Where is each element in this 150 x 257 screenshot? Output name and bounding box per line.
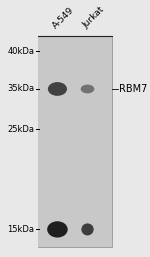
Bar <box>38 215 112 226</box>
Text: A-549: A-549 <box>51 5 76 30</box>
Bar <box>38 173 112 184</box>
Bar <box>38 78 112 89</box>
Text: RBM7: RBM7 <box>119 84 147 94</box>
Text: 15kDa: 15kDa <box>7 225 34 234</box>
Bar <box>38 226 112 236</box>
Bar <box>38 163 112 173</box>
Bar <box>38 152 112 163</box>
Ellipse shape <box>81 85 94 93</box>
Bar <box>38 36 112 47</box>
Text: 40kDa: 40kDa <box>7 47 34 56</box>
Bar <box>38 184 112 194</box>
Bar <box>38 110 112 121</box>
Bar <box>38 47 112 57</box>
Bar <box>38 205 112 215</box>
Bar <box>38 236 112 247</box>
Bar <box>38 68 112 78</box>
Text: 25kDa: 25kDa <box>7 125 34 134</box>
Bar <box>38 194 112 205</box>
Bar <box>38 121 112 131</box>
Text: 35kDa: 35kDa <box>7 85 34 94</box>
Bar <box>38 131 112 142</box>
Ellipse shape <box>47 221 68 237</box>
Bar <box>38 142 112 152</box>
Bar <box>38 89 112 99</box>
Bar <box>38 57 112 68</box>
Ellipse shape <box>48 82 67 96</box>
Bar <box>38 99 112 110</box>
Text: Jurkat: Jurkat <box>81 5 106 30</box>
Ellipse shape <box>81 223 94 235</box>
FancyBboxPatch shape <box>38 36 112 247</box>
